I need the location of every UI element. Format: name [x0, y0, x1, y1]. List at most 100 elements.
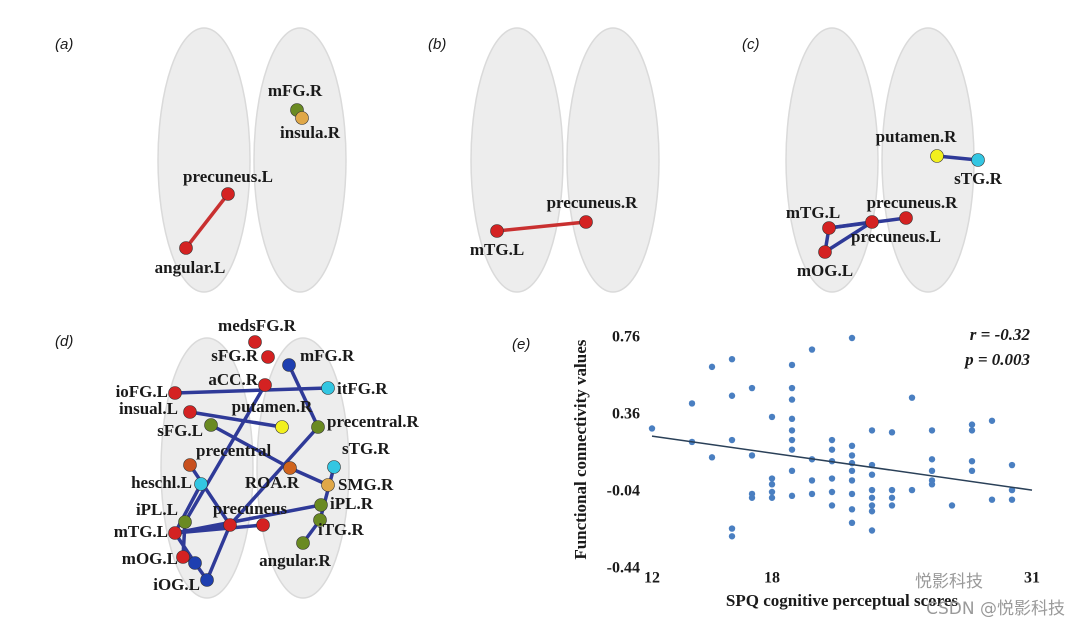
- node-label: precentral.R: [327, 412, 419, 431]
- point: [908, 486, 916, 494]
- point: [848, 490, 856, 498]
- point: [828, 436, 836, 444]
- connection: [189, 410, 283, 429]
- node: [321, 381, 335, 395]
- point: [808, 477, 816, 484]
- node: [275, 420, 289, 434]
- annotation: p = 0.003: [963, 350, 1030, 369]
- point: [828, 446, 836, 453]
- point: [1008, 461, 1016, 469]
- x-tick-label: 18: [764, 570, 780, 587]
- point: [648, 425, 656, 432]
- hemisphere: [566, 27, 660, 293]
- node: [314, 498, 328, 512]
- node-label: sFG.L: [157, 421, 203, 440]
- node: [178, 515, 192, 529]
- point: [768, 488, 776, 496]
- connection: [188, 464, 232, 526]
- brain-panel: (c) putamen.R sTG.R mTG.L precuneus.R precune…: [742, 27, 1003, 293]
- connection: [183, 384, 267, 523]
- point: [888, 502, 896, 509]
- x-tick-label: 12: [644, 570, 660, 587]
- annotation: r = -0.32: [970, 325, 1031, 344]
- point: [708, 454, 716, 461]
- point: [928, 467, 936, 475]
- connection: [174, 503, 322, 535]
- point: [988, 417, 996, 424]
- point: [848, 452, 856, 459]
- y-tick-label: -0.04: [607, 483, 640, 500]
- point: [868, 527, 876, 534]
- point: [988, 496, 996, 503]
- point: [1008, 496, 1016, 503]
- hemisphere: [253, 27, 347, 293]
- node: [248, 335, 262, 349]
- point: [968, 421, 976, 428]
- node: [194, 477, 208, 491]
- node-label: mOG.L: [797, 261, 853, 280]
- node-label: heschl.L: [131, 473, 192, 492]
- connection: [184, 192, 230, 250]
- node-label: SMG.R: [338, 475, 394, 494]
- node: [971, 153, 985, 167]
- node-label: iPL.L: [136, 500, 178, 519]
- brain-panel: (a) mFG.R insula.R precuneus.L angular.L: [55, 27, 347, 293]
- node: [223, 518, 237, 532]
- node-label: mOG.L: [122, 549, 178, 568]
- point: [848, 519, 856, 526]
- point: [688, 400, 696, 407]
- y-tick-label: 0.76: [612, 329, 640, 346]
- panel-label: (e): [512, 336, 530, 353]
- node: [183, 458, 197, 472]
- node: [179, 241, 193, 255]
- node: [818, 245, 832, 259]
- point: [1008, 486, 1016, 494]
- hemisphere: [256, 337, 350, 599]
- point: [968, 458, 976, 465]
- point: [968, 427, 976, 434]
- node-label: aCC.R: [208, 370, 258, 389]
- watermark: 悦影科技: [915, 572, 983, 592]
- brain-panel: (d) medsFG.R sFG.R mFG.R aCC.R ioFG.L itFG.R in…: [55, 316, 419, 599]
- point: [808, 346, 816, 353]
- point: [788, 361, 796, 369]
- point: [748, 452, 756, 459]
- point: [708, 363, 716, 371]
- node-label: precuneus.R: [867, 193, 959, 212]
- point: [868, 486, 876, 494]
- point: [788, 427, 796, 434]
- connection: [174, 386, 329, 395]
- point: [888, 429, 896, 436]
- node: [295, 111, 309, 125]
- node: [321, 478, 335, 492]
- x-axis-label: SPQ cognitive perceptual scores: [726, 591, 959, 610]
- node: [930, 149, 944, 163]
- panel-label: (b): [428, 36, 446, 53]
- point: [748, 384, 756, 392]
- node-label: iPL.R: [330, 494, 374, 513]
- node-label: iOG.L: [153, 575, 200, 594]
- connection: [287, 364, 320, 428]
- point: [728, 533, 736, 540]
- node: [176, 550, 190, 564]
- node-label: putamen.R: [876, 127, 957, 146]
- point: [868, 427, 876, 434]
- node: [168, 386, 182, 400]
- point: [828, 475, 836, 482]
- panel-label: (d): [55, 333, 73, 350]
- panel-label: (c): [742, 36, 760, 53]
- panel-label: (a): [55, 36, 73, 53]
- point: [928, 456, 936, 463]
- y-tick-label: -0.44: [607, 560, 640, 577]
- node-label: insula.R: [280, 123, 341, 142]
- node-label: mFG.R: [268, 81, 323, 100]
- node-label: mTG.L: [470, 240, 524, 259]
- node: [327, 460, 341, 474]
- point: [788, 396, 796, 403]
- point: [788, 446, 796, 453]
- point: [788, 436, 796, 444]
- point: [868, 508, 876, 515]
- point: [948, 502, 956, 509]
- node-label: precuneus.L: [851, 227, 941, 246]
- node: [865, 215, 879, 229]
